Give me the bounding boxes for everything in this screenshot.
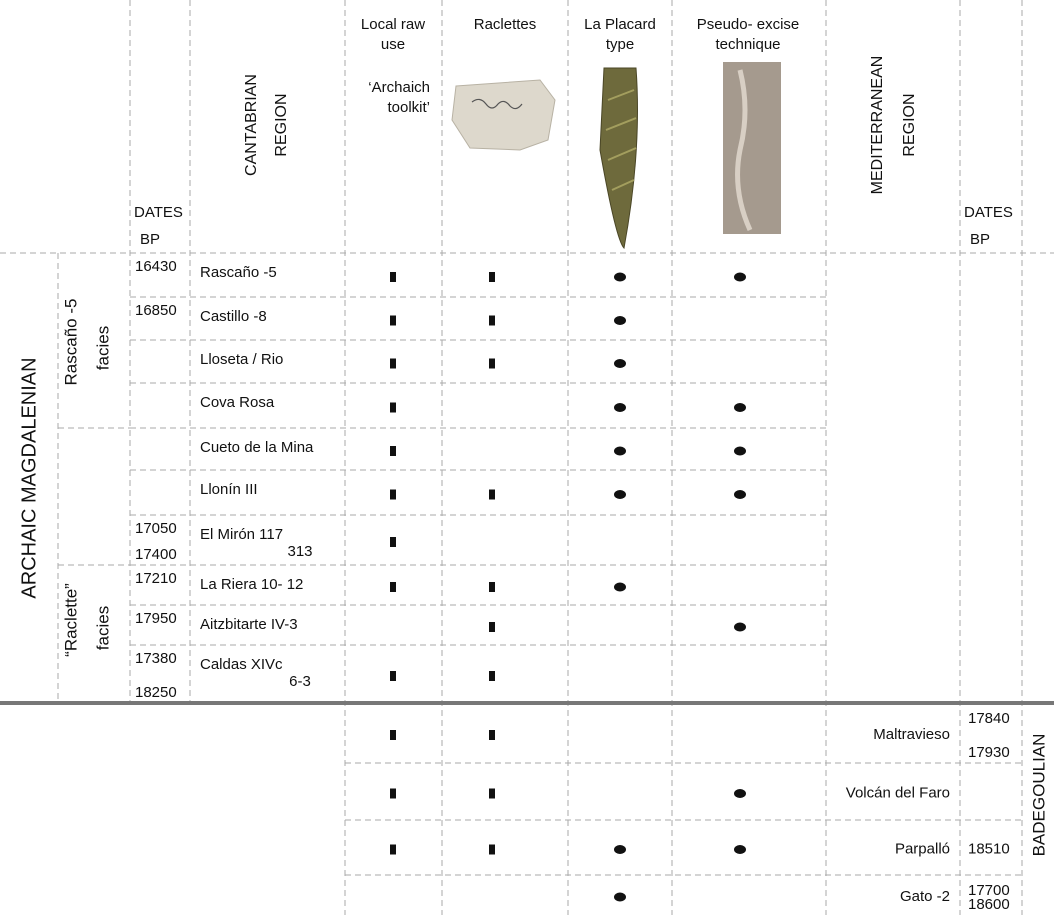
date: 16430 bbox=[135, 258, 177, 275]
date: 17700 bbox=[968, 882, 1010, 899]
site-name: Gato -2 bbox=[900, 888, 950, 905]
group-label: facies bbox=[93, 606, 112, 650]
site-name: Castillo -8 bbox=[200, 308, 267, 325]
group-label: Rascaño -5 bbox=[61, 299, 80, 386]
presence-dot bbox=[614, 582, 626, 592]
pseudo-excise-image bbox=[723, 62, 781, 234]
header-text: ‘Archaich bbox=[368, 79, 430, 96]
site-name: Caldas XIVc bbox=[200, 656, 283, 673]
header-text: REGION bbox=[901, 93, 918, 156]
presence-square bbox=[390, 446, 396, 456]
date: 18250 bbox=[135, 684, 177, 701]
date: 18600 bbox=[968, 896, 1010, 913]
presence-dot bbox=[614, 490, 626, 499]
presence-square bbox=[390, 730, 396, 740]
header-text: REGION bbox=[273, 93, 290, 156]
site-name: Cueto de la Mina bbox=[200, 439, 314, 456]
presence-dot bbox=[734, 490, 746, 499]
presence-square bbox=[390, 537, 396, 547]
site-name: Lloseta / Rio bbox=[200, 351, 283, 368]
date: 17400 bbox=[135, 546, 177, 563]
group-label: “Raclette” bbox=[61, 583, 80, 657]
presence-dot bbox=[734, 403, 746, 412]
presence-square bbox=[489, 489, 495, 500]
header-text: BP bbox=[970, 231, 990, 248]
presence-square bbox=[390, 315, 396, 326]
header-text: Raclettes bbox=[474, 16, 537, 33]
presence-square bbox=[489, 844, 495, 855]
header-text: DATES bbox=[134, 204, 183, 221]
presence-dot bbox=[734, 622, 746, 632]
presence-square bbox=[489, 272, 495, 282]
header-text: technique bbox=[715, 36, 780, 53]
date: 18510 bbox=[968, 840, 1010, 857]
header-text: BP bbox=[140, 231, 160, 248]
date: 16850 bbox=[135, 302, 177, 319]
presence-square bbox=[390, 671, 396, 681]
presence-dot bbox=[734, 845, 746, 854]
site-name: Cova Rosa bbox=[200, 394, 275, 411]
site-name: 6-3 bbox=[289, 673, 311, 690]
presence-square bbox=[489, 788, 495, 799]
header-text: La Placard bbox=[584, 16, 656, 33]
header-text: toolkit’ bbox=[387, 99, 430, 116]
group-label: BADEGOULIAN bbox=[1029, 734, 1048, 857]
presence-square bbox=[390, 844, 396, 855]
header-text: use bbox=[381, 36, 405, 53]
presence-square bbox=[390, 402, 396, 413]
presence-dot bbox=[614, 272, 626, 282]
group-label: ARCHAIC MAGDALENIAN bbox=[18, 357, 40, 598]
presence-square bbox=[489, 358, 495, 369]
presence-dot bbox=[614, 403, 626, 412]
header-text: DATES bbox=[964, 204, 1013, 221]
site-name: Maltravieso bbox=[873, 726, 950, 743]
presence-square bbox=[390, 358, 396, 369]
header-text: type bbox=[606, 36, 634, 53]
header-text: Local raw bbox=[361, 16, 425, 33]
date: 17840 bbox=[968, 710, 1010, 727]
presence-square bbox=[489, 622, 495, 632]
date: 17380 bbox=[135, 650, 177, 667]
presence-square bbox=[489, 315, 495, 326]
header-text: MEDITERRANEAN bbox=[869, 56, 886, 195]
placard-image bbox=[599, 67, 638, 250]
raclette-image bbox=[451, 79, 556, 151]
presence-dot bbox=[734, 789, 746, 798]
presence-dot bbox=[614, 892, 626, 902]
presence-square bbox=[489, 730, 495, 740]
group-label: facies bbox=[93, 326, 112, 370]
site-name: Rascaño -5 bbox=[200, 264, 277, 281]
presence-dot bbox=[614, 316, 626, 325]
presence-dot bbox=[614, 845, 626, 854]
date: 17950 bbox=[135, 610, 177, 627]
presence-square bbox=[390, 489, 396, 500]
presence-dot bbox=[734, 446, 746, 456]
site-name: Aitzbitarte IV-3 bbox=[200, 616, 298, 633]
date: 17210 bbox=[135, 570, 177, 587]
presence-square bbox=[390, 582, 396, 592]
presence-dot bbox=[614, 359, 626, 368]
site-name: La Riera 10- 12 bbox=[200, 576, 303, 593]
site-name: Parpalló bbox=[895, 840, 950, 857]
header-text: Pseudo- excise bbox=[697, 16, 800, 33]
presence-square bbox=[390, 788, 396, 799]
site-name: Volcán del Faro bbox=[846, 784, 950, 801]
presence-dot bbox=[734, 272, 746, 282]
presence-square bbox=[489, 671, 495, 681]
date: 17050 bbox=[135, 520, 177, 537]
presence-square bbox=[489, 582, 495, 592]
header-text: CANTABRIAN bbox=[243, 74, 260, 176]
site-name: Llonín III bbox=[200, 481, 258, 498]
presence-square bbox=[390, 272, 396, 282]
site-name: El Mirón 117 bbox=[200, 526, 283, 543]
date: 17930 bbox=[968, 744, 1010, 761]
site-name: 313 bbox=[287, 543, 312, 560]
presence-dot bbox=[614, 446, 626, 456]
